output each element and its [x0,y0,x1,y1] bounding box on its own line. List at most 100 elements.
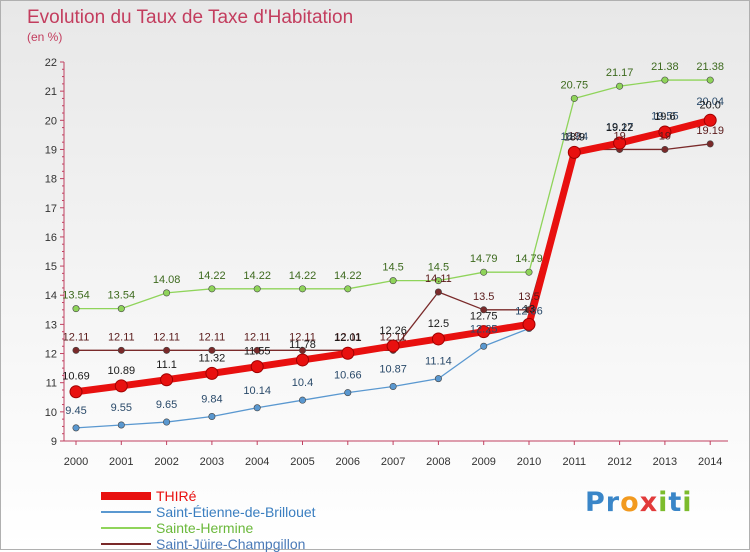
logo-letter: i [658,487,669,518]
data-point [72,346,80,354]
data-point [253,404,261,412]
data-point [525,268,533,276]
data-point [253,285,261,293]
data-label: 12.11 [63,331,90,343]
data-point [344,285,352,293]
data-label: 18.84 [561,131,589,143]
data-point [434,375,442,383]
y-tick-label: 21 [45,86,57,98]
data-label: 9.45 [65,405,86,417]
data-label: 13.5 [518,291,539,303]
data-label: 10.87 [379,363,407,375]
data-point [163,289,171,297]
data-label: 14.79 [515,253,543,265]
x-tick-label: 2007 [381,456,405,468]
x-tick-label: 2002 [154,456,178,468]
data-label: 20.04 [696,96,724,108]
data-point [386,339,400,353]
data-label: 9.84 [201,394,222,406]
data-point [163,346,171,354]
data-label: 20.0 [699,99,720,111]
data-label: 19.19 [696,125,724,137]
data-point [522,317,536,331]
y-tick-label: 11 [46,378,57,390]
data-label: 12.11 [108,331,135,343]
data-point [480,306,488,314]
data-point [658,125,672,139]
data-label: 11.1 [156,359,177,371]
data-point [570,94,578,102]
data-point [389,277,397,285]
y-tick-label: 20 [45,115,57,127]
data-label: 19.6 [654,111,675,123]
legend-swatch-thire [101,492,151,500]
data-point [160,373,174,387]
logo-letter: x [639,487,659,518]
legend-item-sainte-hermine: Sainte-Hermine [101,520,401,536]
chart-unit-label: (en %) [27,30,63,44]
data-label: 10.66 [334,370,362,382]
legend-swatch-saint-etienne [101,511,151,513]
y-tick-label: 10 [45,407,57,419]
data-label: 12.25 [470,323,498,335]
data-label: 19.55 [651,110,679,122]
data-label: 14.5 [428,262,449,274]
legend-item-thire: THIRé [101,488,401,504]
data-point [389,382,397,390]
series-line-0 [76,143,711,351]
data-label: 21.38 [696,61,724,73]
y-tick-label: 9 [51,436,57,448]
data-label: 14.79 [470,253,498,265]
proxiti-logo: Proxiti [585,487,693,518]
data-point [706,76,714,84]
chart-title: Evolution du Taux de Taxe d'Habitation [27,7,354,28]
y-tick-label: 15 [45,261,57,273]
data-point [616,82,624,90]
data-label: 21.38 [651,61,679,73]
data-point [298,396,306,404]
data-label: 12.11 [380,331,407,343]
data-label: 12.11 [334,331,361,343]
data-label: 21.17 [606,67,634,79]
data-point [250,360,264,374]
data-point [163,418,171,426]
x-tick-label: 2005 [290,456,314,468]
chart-legend: THIRé Saint-Étienne-de-Brillouet Sainte-… [101,488,401,552]
legend-item-saint-etienne: Saint-Étienne-de-Brillouet [101,504,401,520]
data-label: 10.89 [108,365,136,377]
data-label: 12.86 [515,305,543,317]
data-label: 13.54 [108,290,136,302]
x-tick-label: 2008 [426,456,450,468]
y-tick-label: 14 [45,290,57,302]
data-label: 12.11 [244,331,271,343]
x-tick-label: 2006 [336,456,360,468]
data-label: 9.55 [111,402,132,414]
data-label: 13.54 [62,290,90,302]
data-label: 12.5 [428,318,449,330]
legend-swatch-sainte-hermine [101,527,151,529]
data-point [72,305,80,313]
logo-letter: t [668,487,683,518]
data-point [205,366,219,380]
data-point [661,76,669,84]
data-label: 14.08 [153,274,181,286]
legend-item-saint-juire: Saint-Jüire-Champgillon [101,536,401,552]
y-tick-label: 13 [45,319,57,331]
legend-label-saint-etienne: Saint-Étienne-de-Brillouet [156,504,316,520]
data-label: 10.14 [243,385,271,397]
y-tick-label: 22 [45,57,57,69]
data-point [613,136,627,150]
data-label: 12.11 [199,331,226,343]
data-point [117,346,125,354]
logo-letter: P [585,487,606,518]
data-label: 10.4 [292,377,313,389]
data-point [341,346,355,360]
logo-letter: r [605,487,621,518]
legend-label-saint-juire: Saint-Jüire-Champgillon [156,536,306,552]
data-point [69,385,83,399]
x-tick-label: 2001 [109,456,133,468]
data-point [114,379,128,393]
data-label: 12.11 [289,331,316,343]
data-label: 19.17 [606,122,634,134]
